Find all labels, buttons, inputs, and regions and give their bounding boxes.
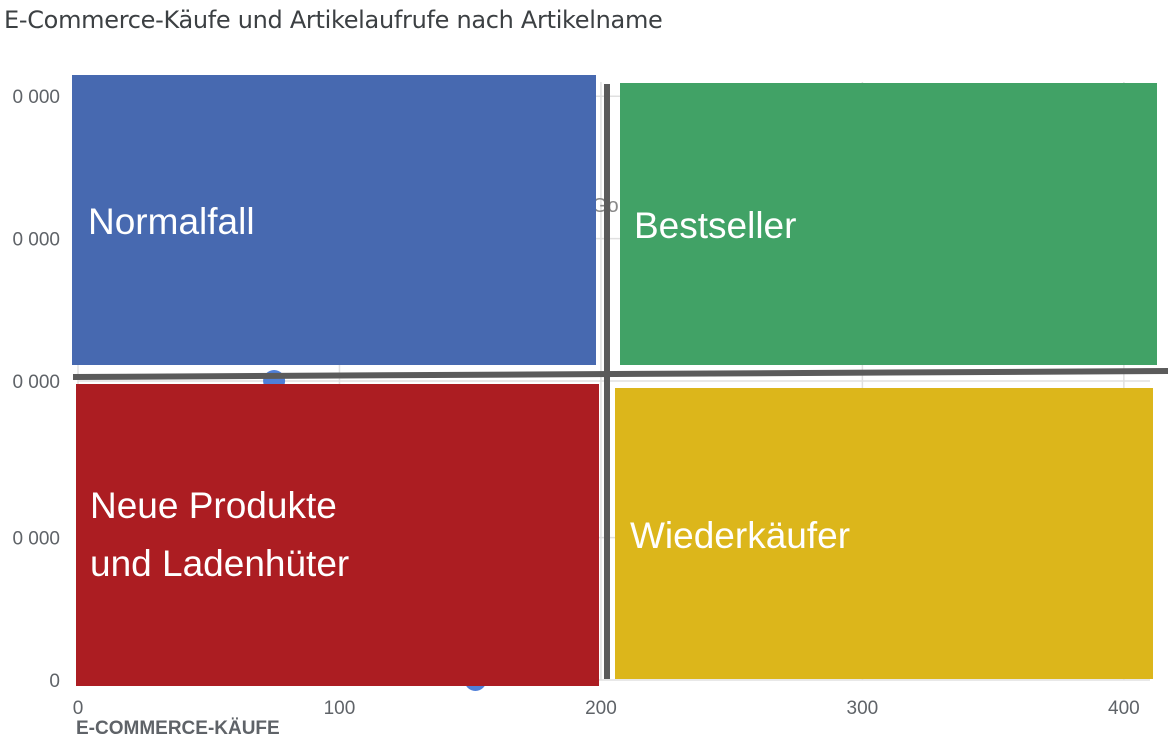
x-tick-label: 400: [1108, 698, 1140, 719]
quadrant-1: [72, 75, 596, 365]
chart-title: E-Commerce-Käufe und Artikelaufrufe nach…: [4, 6, 663, 34]
quadrant-3: [76, 384, 599, 686]
y-tick-label: 0 000: [12, 372, 60, 393]
x-tick-label: 0: [73, 698, 84, 719]
quadrant-label: und Ladenhüter: [90, 543, 349, 584]
quadrant-2: [620, 83, 1157, 365]
y-tick-label: 0 000: [12, 529, 60, 550]
quadrant-label: Wiederkäufer: [630, 515, 850, 556]
x-tick-label: 300: [847, 698, 879, 719]
y-tick-label: 0 000: [12, 230, 60, 251]
y-tick-label: 0 000: [12, 87, 60, 108]
quadrant-label: Neue Produkte: [90, 485, 337, 526]
quadrant-label: Normalfall: [88, 201, 255, 242]
x-tick-label: 200: [585, 698, 617, 719]
horizontal-divider: [72, 368, 1169, 380]
x-tick-label: 100: [324, 698, 356, 719]
y-tick-label: 0: [49, 671, 60, 692]
quadrant-label: Bestseller: [634, 205, 796, 246]
quadrant-4: [615, 388, 1153, 679]
x-axis-label: E-COMMERCE-KÄUFE: [76, 718, 280, 739]
